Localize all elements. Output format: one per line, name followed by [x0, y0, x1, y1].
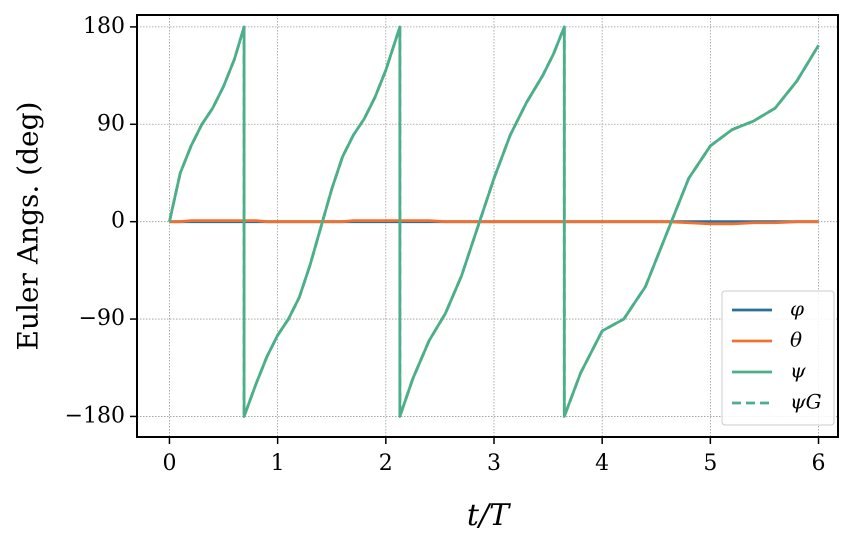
x-tick-label: 2 [379, 451, 393, 476]
series-line [168, 25, 820, 418]
legend-label: θ [790, 328, 802, 352]
x-tick-label: 1 [271, 451, 285, 476]
x-axis-label: t/T [467, 498, 511, 533]
y-tick-label: −180 [65, 403, 125, 428]
series-line [169, 219, 819, 226]
legend-label: φ [790, 297, 804, 321]
y-tick-label: 90 [97, 111, 125, 136]
x-tick-label: 5 [703, 451, 717, 476]
x-tick-label: 6 [812, 451, 826, 476]
x-tick-label: 4 [595, 451, 609, 476]
y-tick-label: −90 [79, 306, 125, 331]
y-tick-label: 0 [111, 209, 125, 234]
x-tick-label: 0 [162, 451, 176, 476]
legend-box [721, 290, 835, 426]
y-tick-label: 180 [83, 14, 125, 39]
plot-frame [136, 14, 839, 438]
y-axis-label: Euler Angs. (deg) [12, 102, 45, 351]
x-tick-label: 3 [487, 451, 501, 476]
legend-label: ψ [790, 359, 806, 383]
legend-label: ψG [790, 390, 822, 414]
legend: φθψ ψG [721, 290, 835, 426]
